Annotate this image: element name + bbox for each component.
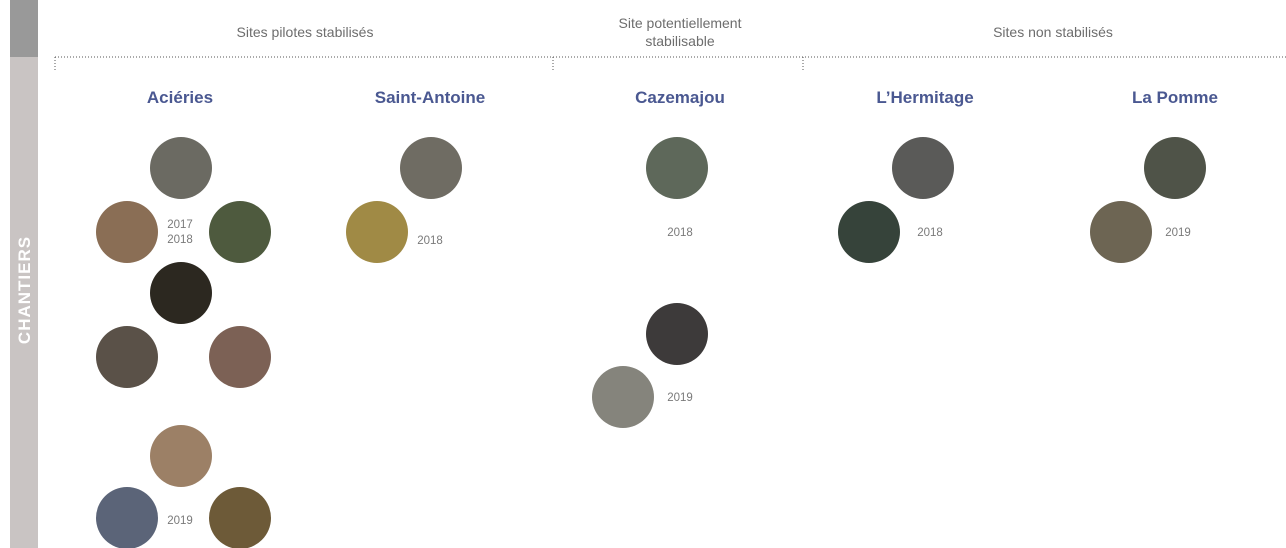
photo <box>346 201 408 263</box>
photo <box>209 487 271 548</box>
site-name: Aciéries <box>147 88 213 107</box>
photo <box>592 366 654 428</box>
diagram: CHANTIERS Sites pilotes stabilisés Site … <box>0 0 1286 548</box>
photo <box>892 137 954 199</box>
site-name: Cazemajou <box>635 88 725 107</box>
header: stabilisable <box>645 33 714 49</box>
site-name: L’Hermitage <box>876 88 973 107</box>
side-label: CHANTIERS <box>15 236 34 344</box>
photo <box>150 425 212 487</box>
photo <box>1090 201 1152 263</box>
photo <box>646 303 708 365</box>
photo <box>646 137 708 199</box>
year: 2018 <box>167 234 193 246</box>
photo <box>209 326 271 388</box>
header: Sites pilotes stabilisés <box>237 24 374 40</box>
site-name: Saint-Antoine <box>375 88 486 107</box>
photo <box>838 201 900 263</box>
site-name: La Pomme <box>1132 88 1218 107</box>
header: Site potentiellement <box>619 15 742 31</box>
photo <box>400 137 462 199</box>
year: 2019 <box>667 392 693 404</box>
year: 2019 <box>167 515 193 527</box>
photo <box>96 487 158 548</box>
photo <box>1144 137 1206 199</box>
header: Sites non stabilisés <box>993 24 1113 40</box>
photos <box>96 137 1206 548</box>
photo <box>150 262 212 324</box>
photo <box>209 201 271 263</box>
photo <box>96 201 158 263</box>
photo <box>150 137 212 199</box>
year: 2018 <box>417 235 443 247</box>
year: 2017 <box>167 219 193 231</box>
year: 2018 <box>917 227 943 239</box>
photo <box>96 326 158 388</box>
year: 2019 <box>1165 227 1191 239</box>
year: 2018 <box>667 227 693 239</box>
side-bar-top <box>10 0 38 57</box>
